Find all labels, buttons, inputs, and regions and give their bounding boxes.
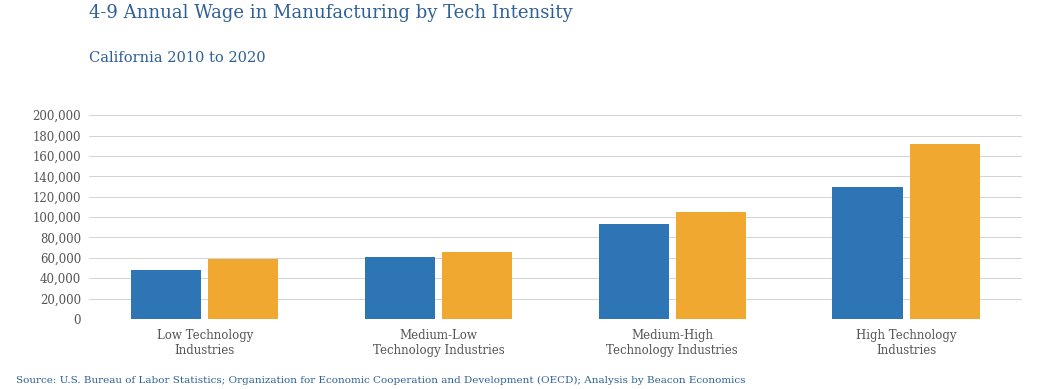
Bar	[365, 257, 435, 319]
Bar	[676, 212, 746, 319]
Bar	[209, 259, 278, 319]
Text: Source: U.S. Bureau of Labor Statistics; Organization for Economic Cooperation a: Source: U.S. Bureau of Labor Statistics;…	[16, 376, 745, 385]
Bar	[599, 224, 669, 319]
Text: 4-9 Annual Wage in Manufacturing by Tech Intensity: 4-9 Annual Wage in Manufacturing by Tech…	[89, 4, 573, 22]
Bar	[909, 144, 979, 319]
Bar	[131, 270, 201, 319]
Legend: 2010, 2020: 2010, 2020	[494, 388, 616, 389]
Bar	[442, 252, 512, 319]
Bar	[832, 187, 902, 319]
Text: California 2010 to 2020: California 2010 to 2020	[89, 51, 265, 65]
